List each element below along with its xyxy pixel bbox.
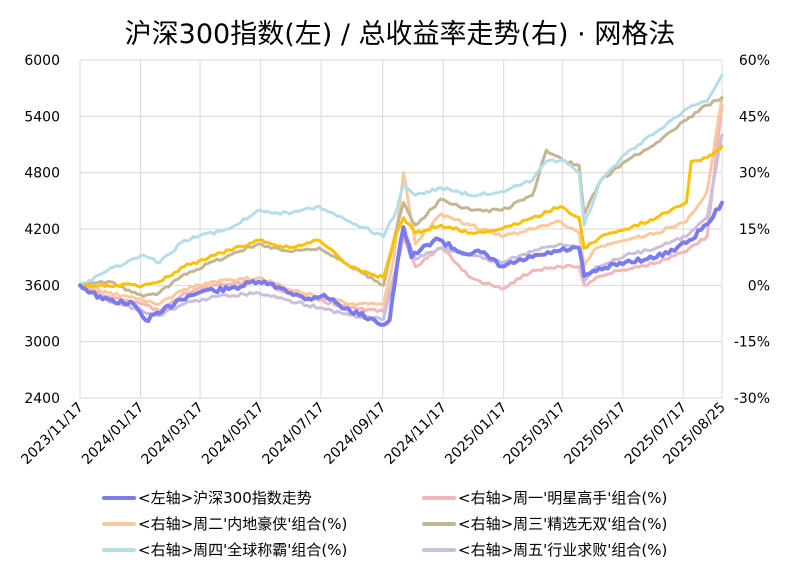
x-tick-label: 2024/05/17 (199, 400, 267, 468)
series-line-4 (78, 73, 724, 287)
legend-label: <右轴>周三'精选无双'组合(%) (458, 515, 667, 533)
left-tick-label: 4200 (24, 222, 60, 238)
legend: <左轴>沪深300指数走势 <右轴>周一'明星高手'组合(%) <右轴>周二'内地豪… (102, 489, 667, 559)
right-tick-label: 30% (739, 166, 770, 182)
series-line-2 (78, 96, 724, 307)
left-axis-tick-labels: 6000 5400 4800 4200 3600 3000 2400 (24, 53, 60, 407)
series-lines (78, 73, 724, 327)
left-tick-label: 6000 (24, 53, 60, 69)
legend-label: <左轴>沪深300指数走势 (138, 489, 312, 507)
left-tick-label: 3000 (24, 335, 60, 351)
x-tick-label: 2024/07/17 (260, 400, 328, 468)
right-tick-label: 15% (739, 222, 770, 238)
right-tick-label: -30% (734, 391, 770, 407)
gridlines (79, 59, 723, 399)
legend-label: <右轴>周一'明星高手'组合(%) (458, 489, 667, 507)
x-tick-label: 2024/11/17 (382, 400, 450, 468)
left-tick-label: 4800 (24, 166, 60, 182)
right-axis-tick-labels: 60% 45% 30% 15% 0% -15% -30% (734, 53, 770, 407)
right-tick-label: 0% (748, 278, 770, 294)
right-tick-label: 60% (739, 53, 770, 69)
series-line-3 (78, 96, 724, 299)
right-tick-label: 45% (739, 109, 770, 125)
x-tick-label: 2025/05/17 (561, 400, 629, 468)
x-tick-label: 2024/09/17 (321, 400, 389, 468)
x-tick-label: 2023/11/17 (18, 400, 86, 468)
series-line-0 (78, 200, 724, 327)
x-tick-label: 2024/03/17 (139, 400, 207, 468)
legend-label: <右轴>周五'行业求败'组合(%) (458, 541, 667, 559)
series-line-6 (78, 144, 724, 289)
x-tick-label: 2025/01/17 (442, 400, 510, 468)
x-tick-label: 2025/03/17 (501, 400, 569, 468)
left-tick-label: 3600 (24, 278, 60, 294)
x-tick-label: 2024/01/17 (79, 400, 147, 468)
right-tick-label: -15% (734, 335, 770, 351)
x-axis-tick-labels: 2023/11/172024/01/172024/03/172024/05/17… (18, 400, 728, 468)
legend-label: <右轴>周二'内地豪侠'组合(%) (138, 515, 347, 533)
left-tick-label: 5400 (24, 109, 60, 125)
left-tick-label: 2400 (24, 391, 60, 407)
chart-title: 沪深300指数(左) / 总收益率走势(右) · 网格法 (125, 19, 676, 50)
legend-label: <右轴>周四'全球称霸'组合(%) (138, 541, 347, 559)
